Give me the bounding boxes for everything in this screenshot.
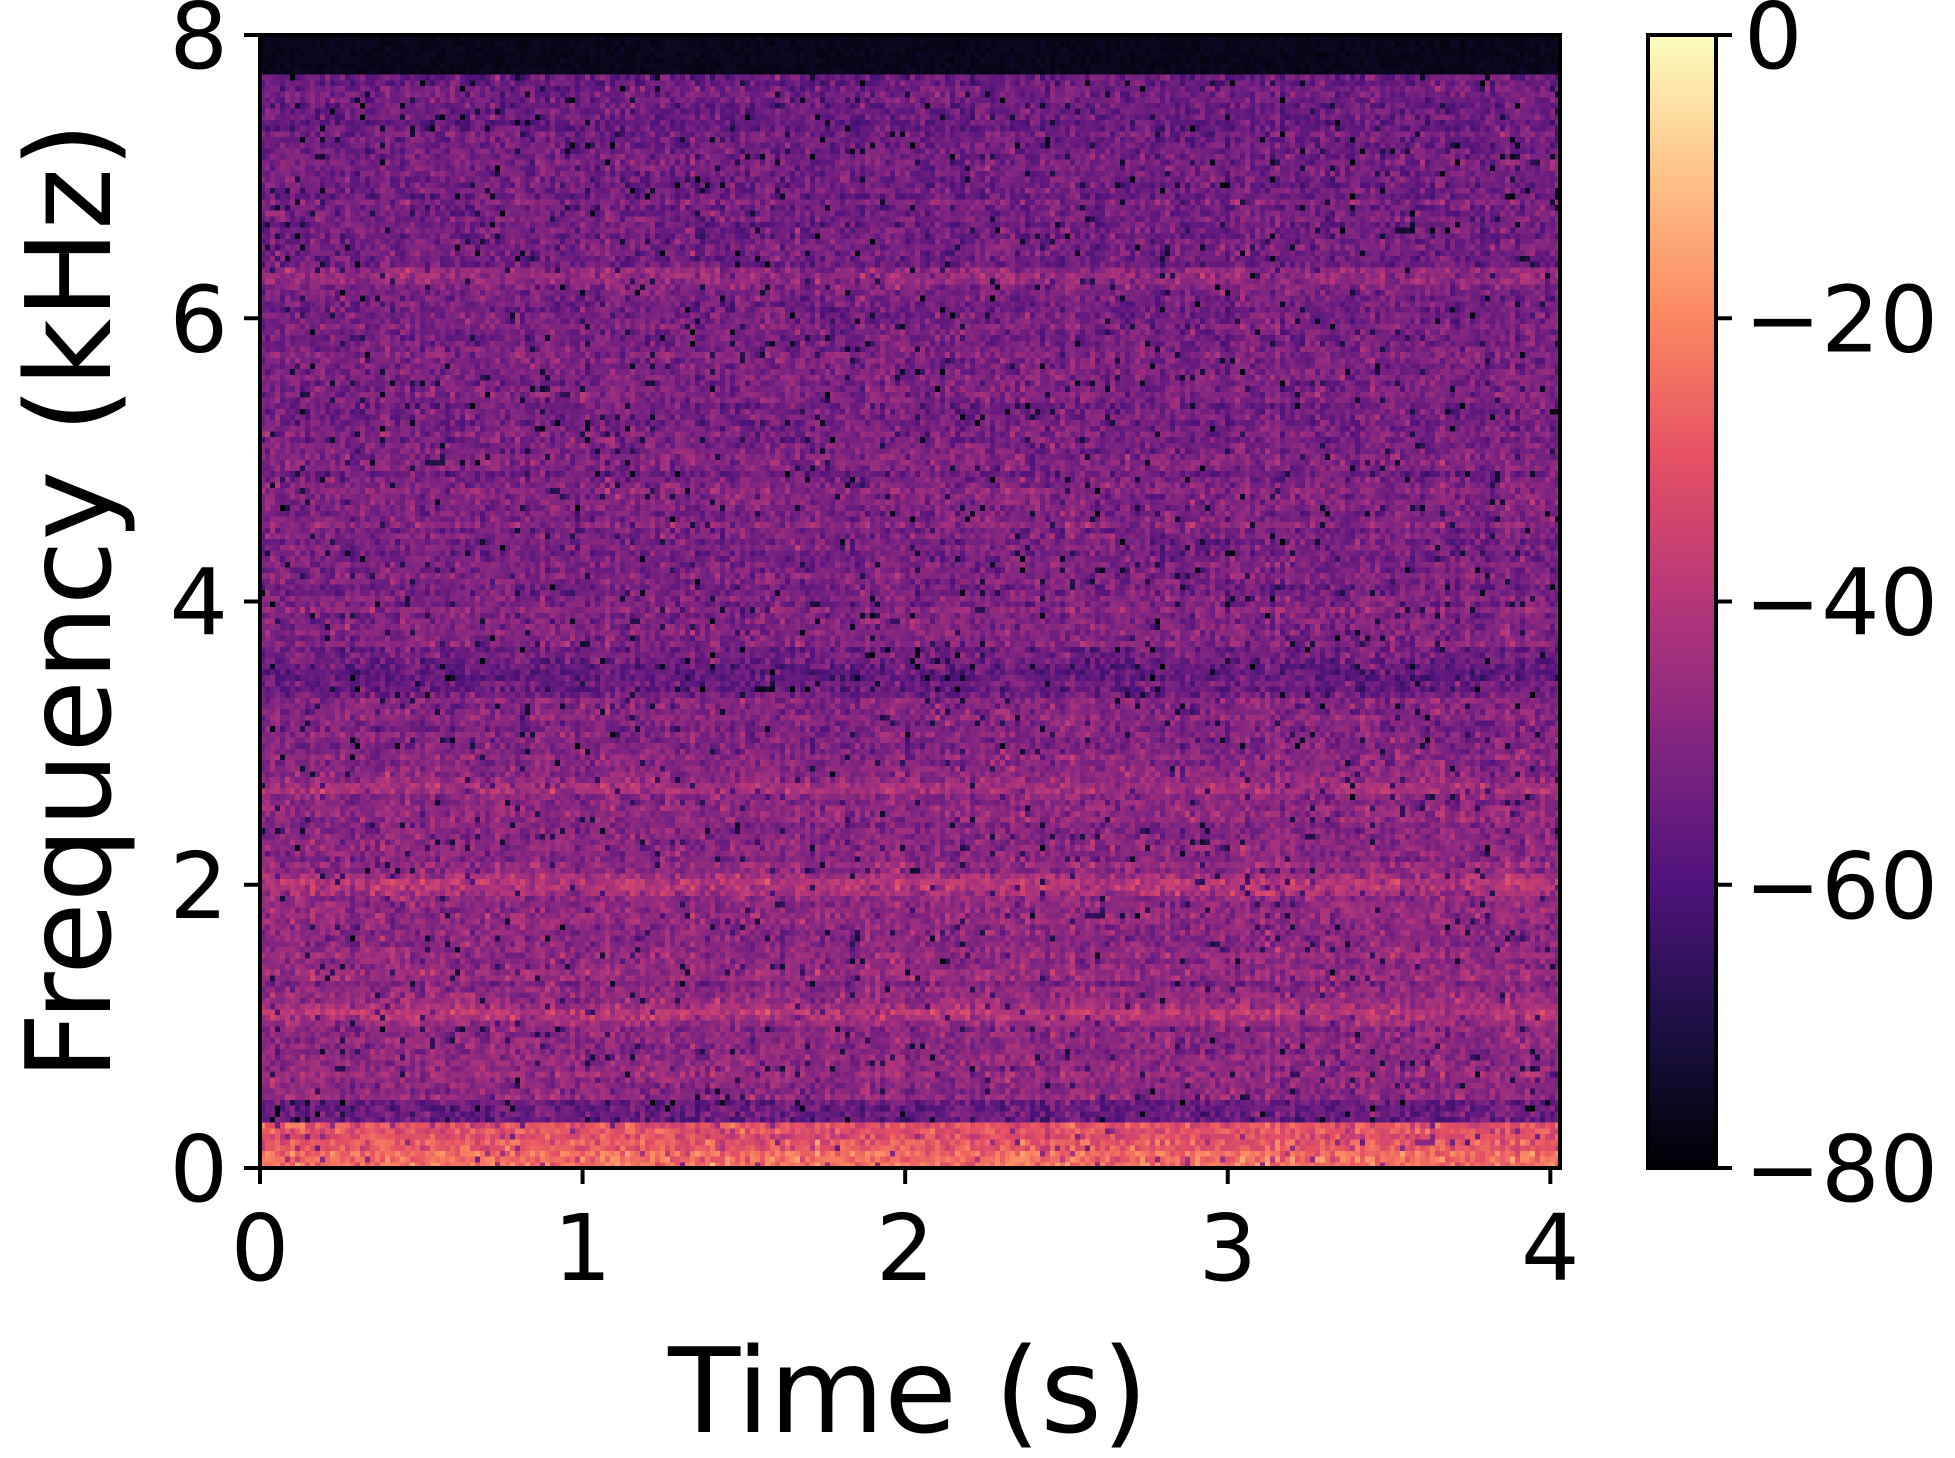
x-axis-label: Time (s): [667, 1322, 1148, 1458]
y-tick-label: 2: [169, 833, 228, 940]
x-tick-label: 3: [1198, 1195, 1257, 1302]
colorbar: 0 −20 −40 −60 −80: [1646, 0, 1938, 1223]
colorbar-tick-label: −60: [1744, 833, 1938, 940]
y-axis: 0 2 4 6 8: [169, 0, 260, 1223]
x-tick-label: 1: [553, 1195, 612, 1302]
colorbar-ticks: 0 −20 −40 −60 −80: [1716, 0, 1938, 1223]
y-tick-label: 8: [169, 0, 228, 90]
colorbar-tick-label: −40: [1744, 550, 1938, 657]
y-tick-label: 0: [169, 1116, 228, 1223]
x-axis: 0 1 2 3 4: [231, 1168, 1580, 1302]
x-tick-label: 2: [876, 1195, 935, 1302]
colorbar-tick-label: −20: [1744, 266, 1938, 373]
heatmap-plot-area: [258, 33, 1562, 1170]
x-tick-label: 0: [231, 1195, 290, 1302]
spectrogram-heatmap: [260, 35, 1560, 1168]
y-tick-label: 4: [169, 550, 228, 657]
y-tick-label: 6: [169, 266, 228, 373]
x-tick-label: 4: [1521, 1195, 1580, 1302]
colorbar-tick-label: 0: [1744, 0, 1803, 90]
colorbar-gradient: [1648, 35, 1716, 1168]
y-axis-label: Frequency (kHz): [0, 122, 138, 1080]
colorbar-tick-label: −80: [1744, 1116, 1938, 1223]
